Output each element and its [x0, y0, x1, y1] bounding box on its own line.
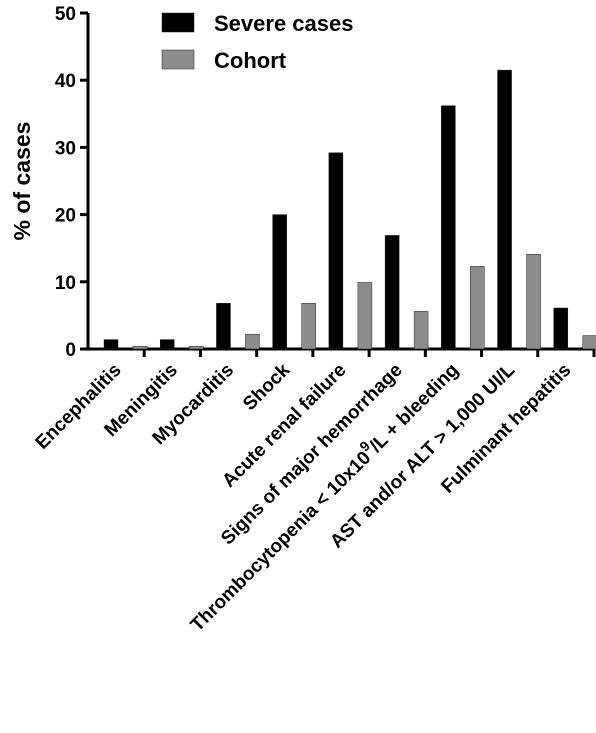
bar-cohort: [357, 282, 373, 350]
bar-severe-cases: [103, 339, 119, 350]
bar-severe-cases: [272, 214, 287, 350]
bar-severe-cases: [384, 235, 400, 350]
bar-cohort: [413, 311, 429, 350]
bar-severe-cases: [497, 69, 512, 350]
bar-severe-cases: [441, 105, 456, 350]
bar-cohort: [245, 333, 260, 350]
x-axis: [88, 347, 596, 357]
bar-cohort: [582, 335, 596, 350]
x-category-label: Shock: [239, 359, 294, 414]
bar-severe-cases: [216, 303, 231, 350]
y-tick-label: 0: [65, 340, 76, 361]
bar-severe-cases: [328, 152, 344, 350]
y-tick-label: 50: [55, 4, 76, 25]
y-axis-title: % of cases: [9, 122, 35, 241]
bar-cohort: [132, 346, 148, 350]
legend-swatch: [161, 49, 195, 70]
y-tick-label: 10: [55, 273, 76, 294]
legend-label: Cohort: [214, 48, 287, 73]
bar-cohort: [470, 266, 485, 350]
y-tick-label: 30: [55, 138, 76, 159]
legend: Severe cases Cohort: [161, 11, 353, 73]
bar-cohort: [188, 346, 204, 350]
bar-cohort: [526, 253, 541, 350]
y-axis: 0 10 20 30 40 50: [55, 4, 90, 361]
legend-label: Severe cases: [214, 11, 353, 36]
x-category-label: Encephalitis: [32, 360, 126, 454]
bars: [103, 69, 596, 350]
bar-severe-cases: [553, 307, 569, 350]
legend-swatch: [161, 12, 195, 33]
bar-severe-cases: [159, 339, 175, 350]
bar-cohort: [301, 303, 316, 350]
y-tick-label: 20: [55, 206, 76, 227]
y-tick-label: 40: [55, 71, 76, 92]
